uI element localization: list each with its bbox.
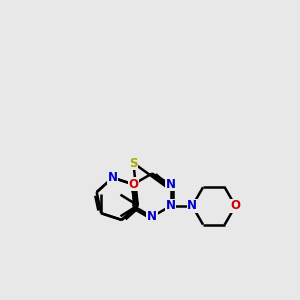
Text: N: N	[166, 178, 176, 191]
Text: N: N	[147, 210, 157, 223]
Text: O: O	[128, 178, 138, 191]
Text: N: N	[108, 171, 118, 184]
Text: N: N	[187, 200, 197, 212]
Text: N: N	[166, 200, 176, 212]
Text: O: O	[230, 200, 240, 212]
Text: S: S	[129, 157, 138, 169]
